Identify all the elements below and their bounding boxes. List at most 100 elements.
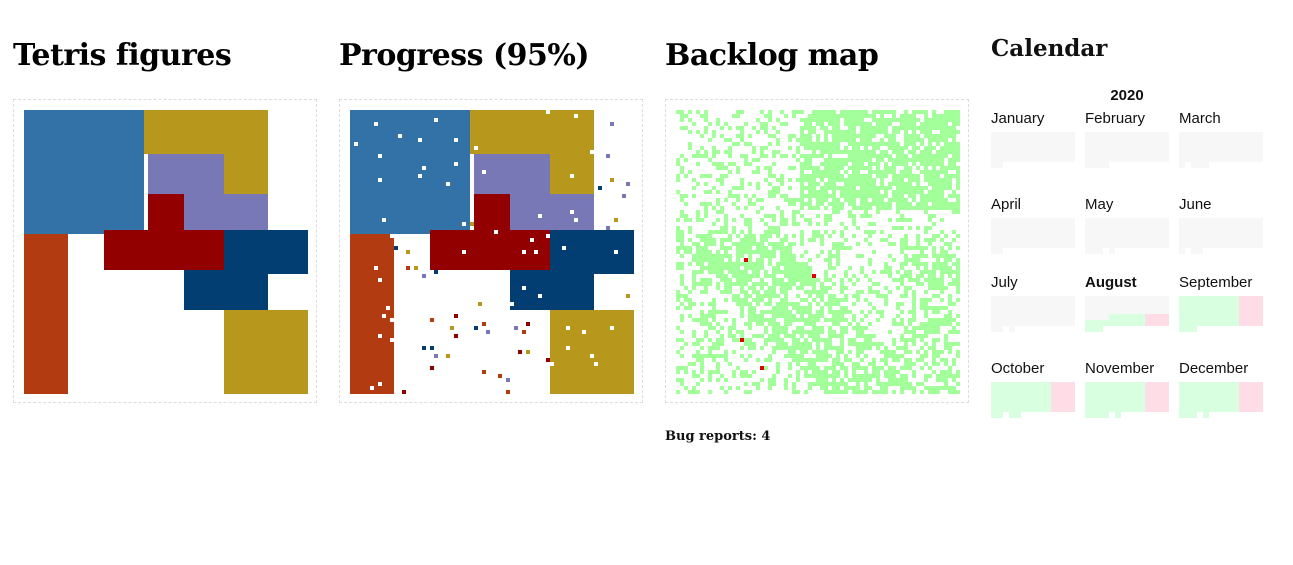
day-cell[interactable] <box>1179 218 1185 224</box>
day-cell[interactable] <box>1221 236 1227 242</box>
day-cell[interactable] <box>1015 224 1021 230</box>
day-cell[interactable] <box>1057 296 1063 302</box>
day-cell[interactable] <box>1045 224 1051 230</box>
day-cell[interactable] <box>1091 320 1097 326</box>
day-cell[interactable] <box>1033 308 1039 314</box>
day-cell[interactable] <box>1021 382 1027 388</box>
day-cell[interactable] <box>1121 302 1127 308</box>
day-cell[interactable] <box>1045 296 1051 302</box>
day-cell[interactable] <box>1027 388 1033 394</box>
day-cell[interactable] <box>1133 382 1139 388</box>
day-cell[interactable] <box>1185 400 1191 406</box>
day-cell[interactable] <box>1179 400 1185 406</box>
day-cell[interactable] <box>1227 296 1233 302</box>
day-cell[interactable] <box>1251 132 1257 138</box>
month-july[interactable]: July <box>991 274 1075 344</box>
day-cell[interactable] <box>1245 144 1251 150</box>
day-cell[interactable] <box>1227 320 1233 326</box>
day-cell[interactable] <box>1163 224 1169 230</box>
day-cell[interactable] <box>1221 144 1227 150</box>
day-cell[interactable] <box>1221 230 1227 236</box>
day-cell[interactable] <box>1097 230 1103 236</box>
day-cell[interactable] <box>1239 296 1245 302</box>
day-cell[interactable] <box>1191 242 1197 248</box>
day-cell[interactable] <box>1097 132 1103 138</box>
day-cell[interactable] <box>1103 218 1109 224</box>
day-cell[interactable] <box>1257 236 1263 242</box>
day-cell[interactable] <box>997 162 1003 168</box>
day-cell[interactable] <box>1115 314 1121 320</box>
day-cell[interactable] <box>1215 400 1221 406</box>
day-cell[interactable] <box>1003 382 1009 388</box>
day-cell[interactable] <box>1257 150 1263 156</box>
day-cell[interactable] <box>991 308 997 314</box>
day-cell[interactable] <box>1179 302 1185 308</box>
day-cell[interactable] <box>1239 314 1245 320</box>
day-cell[interactable] <box>1145 400 1151 406</box>
day-cell[interactable] <box>991 248 997 254</box>
day-cell[interactable] <box>1009 326 1015 332</box>
day-cell[interactable] <box>1003 156 1009 162</box>
day-cell[interactable] <box>1121 400 1127 406</box>
day-cell[interactable] <box>1091 296 1097 302</box>
day-cell[interactable] <box>1239 230 1245 236</box>
day-cell[interactable] <box>1133 144 1139 150</box>
day-cell[interactable] <box>991 138 997 144</box>
day-cell[interactable] <box>1139 308 1145 314</box>
day-cell[interactable] <box>1039 144 1045 150</box>
day-cell[interactable] <box>1251 394 1257 400</box>
day-cell[interactable] <box>1069 224 1075 230</box>
day-cell[interactable] <box>1203 302 1209 308</box>
day-cell[interactable] <box>1045 230 1051 236</box>
day-cell[interactable] <box>1151 296 1157 302</box>
day-cell[interactable] <box>1133 150 1139 156</box>
day-cell[interactable] <box>1109 218 1115 224</box>
day-cell[interactable] <box>1209 394 1215 400</box>
month-february[interactable]: February <box>1085 110 1169 180</box>
day-cell[interactable] <box>1203 162 1209 168</box>
day-cell[interactable] <box>1085 230 1091 236</box>
day-cell[interactable] <box>1227 308 1233 314</box>
day-cell[interactable] <box>1251 242 1257 248</box>
day-cell[interactable] <box>1115 230 1121 236</box>
day-cell[interactable] <box>1115 156 1121 162</box>
day-cell[interactable] <box>1157 314 1163 320</box>
day-cell[interactable] <box>1245 218 1251 224</box>
day-cell[interactable] <box>1085 242 1091 248</box>
day-cell[interactable] <box>1245 406 1251 412</box>
day-cell[interactable] <box>1191 138 1197 144</box>
day-cell[interactable] <box>1203 394 1209 400</box>
day-cell[interactable] <box>1015 314 1021 320</box>
day-cell[interactable] <box>997 320 1003 326</box>
day-cell[interactable] <box>1121 242 1127 248</box>
day-cell[interactable] <box>997 218 1003 224</box>
day-cell[interactable] <box>1003 150 1009 156</box>
day-cell[interactable] <box>1103 242 1109 248</box>
day-cell[interactable] <box>1103 230 1109 236</box>
day-cell[interactable] <box>1233 400 1239 406</box>
day-cell[interactable] <box>1197 218 1203 224</box>
day-cell[interactable] <box>1133 308 1139 314</box>
day-cell[interactable] <box>1115 308 1121 314</box>
day-cell[interactable] <box>1145 236 1151 242</box>
day-cell[interactable] <box>1033 156 1039 162</box>
day-cell[interactable] <box>1215 144 1221 150</box>
day-cell[interactable] <box>1115 224 1121 230</box>
day-cell[interactable] <box>1139 150 1145 156</box>
day-cell[interactable] <box>1227 382 1233 388</box>
day-cell[interactable] <box>1009 400 1015 406</box>
day-cell[interactable] <box>1009 144 1015 150</box>
day-cell[interactable] <box>1003 308 1009 314</box>
day-cell[interactable] <box>1003 406 1009 412</box>
day-cell[interactable] <box>1227 236 1233 242</box>
day-cell[interactable] <box>1179 132 1185 138</box>
day-cell[interactable] <box>1133 394 1139 400</box>
day-cell[interactable] <box>1103 224 1109 230</box>
day-cell[interactable] <box>1257 314 1263 320</box>
day-cell[interactable] <box>1209 388 1215 394</box>
day-cell[interactable] <box>1191 236 1197 242</box>
day-cell[interactable] <box>1015 400 1021 406</box>
day-cell[interactable] <box>1091 132 1097 138</box>
day-cell[interactable] <box>1145 150 1151 156</box>
day-cell[interactable] <box>1063 230 1069 236</box>
